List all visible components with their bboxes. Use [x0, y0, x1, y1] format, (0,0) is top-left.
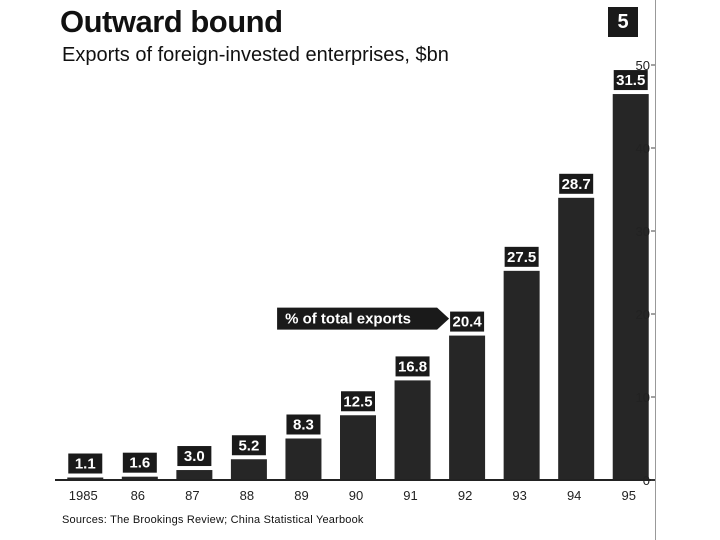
x-tick-label: 93 [512, 488, 526, 503]
value-label: 5.2 [238, 437, 259, 454]
x-tick-label: 88 [240, 488, 254, 503]
chart-title: Outward bound [60, 4, 283, 39]
bar [285, 438, 322, 480]
bar [394, 380, 431, 480]
sources-note: Sources: The Brookings Review; China Sta… [62, 514, 364, 526]
value-label: 27.5 [507, 249, 536, 266]
value-label-box [68, 453, 103, 474]
value-label: 12.5 [343, 393, 372, 410]
value-label-box [341, 391, 375, 412]
bars-layer [67, 94, 649, 481]
y-tick-label: 10 [636, 390, 650, 405]
x-tick-label: 89 [294, 488, 308, 503]
y-tick-label: 20 [636, 307, 650, 322]
bar [230, 459, 267, 480]
value-label: 16.8 [398, 358, 427, 375]
value-label: 1.6 [129, 455, 150, 472]
right-frame-rule [655, 0, 656, 540]
y-tick-label: 0 [643, 473, 650, 488]
annotation-label: % of total exports [285, 311, 411, 328]
value-labels-layer: 1.1 1.6 3.0 5.2 8.3 12.5 16.8 20.4 27.5 28.7 31.5%… [68, 70, 648, 474]
x-tick-label: 1985 [69, 488, 98, 503]
value-label-box [395, 356, 430, 377]
bar [612, 94, 649, 481]
annotation-pointer: % of total exports [277, 307, 450, 330]
value-label: 20.4 [452, 314, 482, 331]
y-tick-label: 40 [636, 141, 650, 156]
x-tick-label: 91 [403, 488, 417, 503]
value-label: 8.3 [293, 417, 314, 434]
bar [121, 476, 158, 480]
chart-number-badge: 5 [608, 7, 638, 37]
bar [558, 197, 595, 481]
x-tick-label: 95 [621, 488, 635, 503]
bar [449, 335, 486, 480]
y-tick-label: 30 [636, 224, 650, 239]
value-label-box [559, 173, 594, 194]
x-tick-label: 87 [185, 488, 199, 503]
bar [340, 415, 376, 480]
bar [67, 477, 104, 480]
annotation-arrow [277, 307, 450, 330]
y-tick-label: 50 [636, 58, 650, 73]
x-tick-label: 94 [567, 488, 581, 503]
value-label: 1.1 [75, 456, 96, 473]
x-tick-label: 90 [349, 488, 363, 503]
chart-subtitle: Exports of foreign-invested enterprises,… [62, 44, 449, 66]
value-label-box [177, 446, 212, 467]
x-tick-label: 86 [131, 488, 145, 503]
value-label-box [450, 311, 485, 332]
value-label-box [504, 246, 539, 267]
value-label-box [231, 435, 266, 456]
value-label: 31.5 [616, 72, 645, 89]
value-label-box [613, 70, 648, 91]
axes-layer: 1985 86 87 88 89 90 91 92 93 94 95 0 10 20 30 40 50 [55, 58, 655, 503]
bar [503, 270, 540, 480]
value-label-box [286, 414, 321, 435]
value-label-box [122, 452, 157, 473]
bar [176, 470, 213, 480]
value-label: 3.0 [184, 448, 205, 465]
value-label: 28.7 [562, 176, 591, 193]
x-tick-label: 92 [458, 488, 472, 503]
